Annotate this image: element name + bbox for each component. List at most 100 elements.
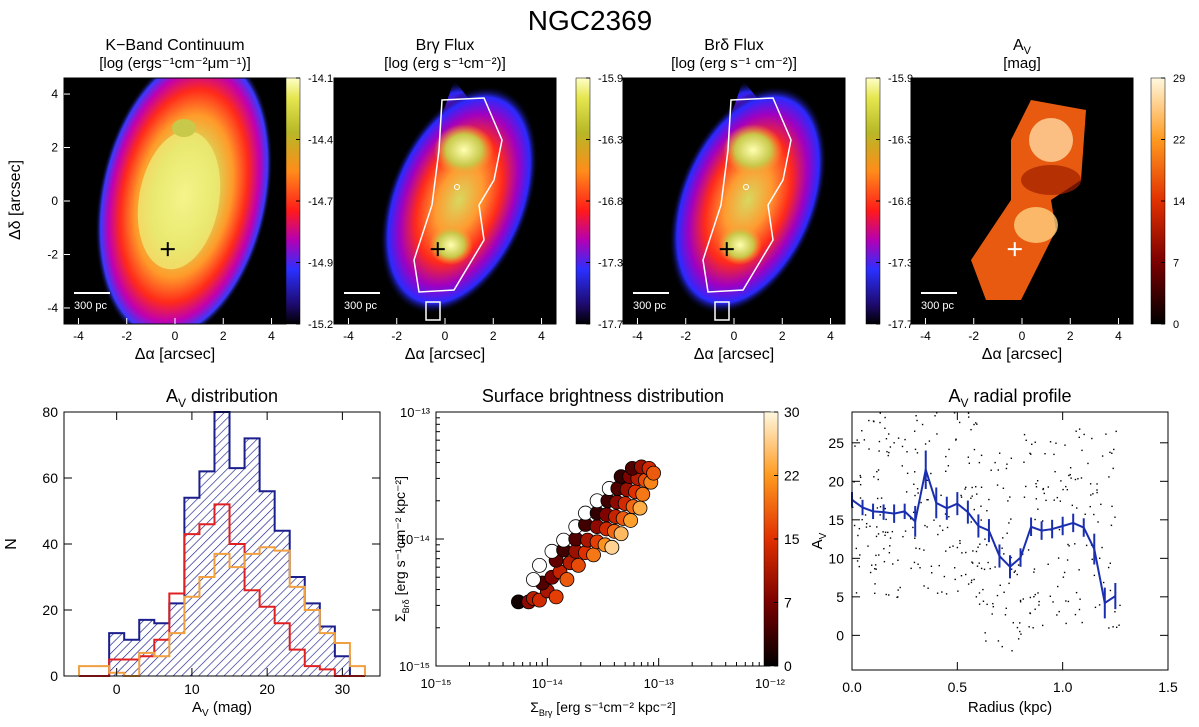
- scatter-colorbar-tick-label: 30: [784, 404, 800, 420]
- x-tick-label: 4: [827, 329, 834, 343]
- pixel-dot: [1085, 544, 1088, 547]
- pixel-dot: [926, 526, 928, 528]
- pixel-dot: [924, 443, 927, 445]
- pixel-dot: [1033, 596, 1035, 598]
- scatter-colorbar-tick-label: 15: [784, 531, 800, 547]
- pixel-dot: [946, 526, 949, 529]
- pixel-dot: [986, 510, 988, 512]
- pixel-dot: [872, 420, 875, 422]
- pixel-dot: [1019, 630, 1021, 633]
- pixel-dot: [901, 465, 903, 467]
- pixel-dot: [882, 531, 884, 533]
- pixel-dot: [980, 505, 982, 507]
- colorbar-tick-label: -15.2: [308, 319, 333, 331]
- pixel-dot: [1023, 461, 1025, 463]
- x-tick-label: -2: [680, 329, 691, 343]
- pixel-dot: [874, 564, 877, 566]
- pixel-dot: [952, 545, 954, 547]
- x-tick-label: 2: [1067, 329, 1074, 343]
- pixel-dot: [853, 481, 855, 483]
- colorbar-tick-label: -14.7: [308, 196, 333, 208]
- pixel-dot: [861, 518, 863, 521]
- x-tick-label: 4: [538, 329, 545, 343]
- pixel-dot: [1019, 601, 1022, 603]
- pixel-dot: [945, 550, 947, 552]
- pixel-dot: [1091, 558, 1093, 561]
- pixel-dot: [997, 469, 999, 471]
- pixel-dot: [1005, 467, 1008, 470]
- colorbar-tick-label: -16.8: [598, 196, 623, 208]
- pixel-dot: [868, 419, 870, 422]
- pixel-dot: [1029, 612, 1032, 615]
- pixel-dot: [1096, 491, 1098, 494]
- pixel-dot: [1004, 614, 1007, 616]
- pixel-dot: [964, 488, 966, 490]
- pixel-dot: [973, 578, 975, 581]
- pixel-dot: [948, 515, 950, 518]
- pixel-dot: [877, 533, 880, 535]
- pixel-dot: [1067, 600, 1070, 603]
- pixel-dot: [1100, 503, 1102, 506]
- map-title: AV: [1013, 37, 1032, 57]
- emission-core: [137, 130, 221, 270]
- pixel-dot: [1084, 513, 1086, 516]
- y-tick-label: 0: [51, 194, 58, 208]
- pixel-dot: [913, 430, 916, 432]
- colorbar-tick-label: 7: [1173, 258, 1179, 270]
- pixel-dot: [857, 534, 859, 537]
- radial-x-tick-label: 1.0: [1053, 679, 1073, 695]
- map-panel-1: K−Band Continuum[log (ergs⁻¹cm⁻²μm⁻¹)] 30…: [7, 37, 333, 363]
- scatter-point: [613, 526, 629, 542]
- pixel-dot: [927, 499, 929, 501]
- pixel-dot: [1034, 441, 1036, 443]
- pixel-dot: [982, 600, 985, 602]
- emission-knot-south: [718, 225, 762, 265]
- pixel-dot: [958, 421, 961, 424]
- hist-x-tick-label: 0: [113, 681, 121, 697]
- scatter-point: [559, 572, 575, 587]
- pixel-dot: [927, 587, 929, 589]
- pixel-dot: [1047, 486, 1049, 488]
- pixel-dot: [875, 554, 877, 557]
- pixel-dot: [973, 423, 975, 426]
- pixel-dot: [994, 461, 996, 464]
- pixel-dot: [1038, 604, 1040, 606]
- pixel-dot: [888, 552, 891, 554]
- pixel-dot: [1023, 496, 1026, 498]
- pixel-dot: [913, 561, 916, 564]
- pixel-dot: [865, 526, 868, 528]
- pixel-dot: [859, 554, 861, 556]
- pixel-dot: [917, 563, 919, 565]
- pixel-dot: [945, 470, 947, 472]
- pixel-dot: [893, 442, 895, 444]
- pixel-dot: [979, 543, 981, 545]
- x-tick-label: -2: [391, 329, 402, 343]
- x-tick-label: 4: [1115, 329, 1122, 343]
- pixel-dot: [1003, 553, 1005, 555]
- map-title: Brγ Flux: [416, 37, 475, 54]
- pixel-dot: [931, 572, 933, 574]
- pixel-dot: [1101, 455, 1104, 457]
- pixel-dot: [1114, 516, 1116, 518]
- pixel-dot: [1078, 569, 1080, 571]
- colorbar-tick-label: -17.3: [888, 258, 913, 270]
- colorbar-tick-label: -14.1: [308, 73, 333, 85]
- pixel-dot: [997, 640, 1000, 642]
- pixel-dot: [970, 428, 972, 431]
- pixel-dot: [901, 445, 904, 448]
- pixel-dot: [913, 471, 916, 473]
- pixel-dot: [1003, 591, 1005, 593]
- pixel-dot: [980, 567, 983, 570]
- pixel-dot: [1089, 505, 1091, 508]
- radial-x-tick-label: 0.5: [948, 679, 968, 695]
- pixel-dot: [926, 479, 928, 482]
- pixel-dot: [1081, 621, 1083, 624]
- scatter-point: [548, 589, 564, 605]
- pixel-dot: [1078, 608, 1081, 611]
- pixel-dot: [960, 574, 963, 577]
- pixel-dot: [1054, 470, 1056, 473]
- pixel-dot: [854, 445, 856, 447]
- emission-knot: [172, 119, 196, 137]
- pixel-dot: [1065, 600, 1067, 602]
- pixel-dot: [1007, 500, 1009, 502]
